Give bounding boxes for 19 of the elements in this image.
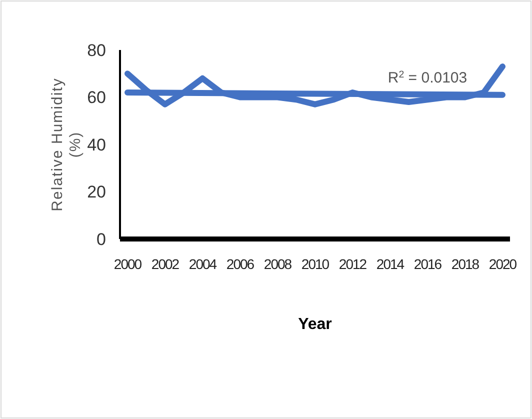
x-tick-label: 2008 — [264, 256, 292, 272]
y-tick-label: 80 — [87, 40, 106, 60]
x-tick-label: 2010 — [301, 256, 330, 272]
y-tick-label: 0 — [96, 230, 106, 249]
x-tick-label: 2018 — [451, 256, 480, 272]
x-tick-label: 2002 — [151, 256, 180, 272]
y-tick-label: 60 — [87, 88, 106, 108]
x-tick-label: 2012 — [338, 256, 368, 272]
x-axis-title: Year — [298, 316, 332, 333]
x-tick-label: 2020 — [488, 256, 518, 272]
x-tick-label: 2006 — [226, 256, 255, 272]
annotation: R$^{2}$ = 0.0103 — [388, 69, 468, 87]
y-axis-title: Relative Humidity (%) — [49, 78, 84, 212]
y-tick-label: 20 — [87, 182, 106, 202]
x-tick-label: 2004 — [188, 256, 218, 272]
x-tick-label: 2014 — [376, 256, 405, 272]
x-tick-label: 2016 — [414, 256, 442, 272]
y-tick-label: 40 — [87, 135, 106, 154]
x-tick-label: 2000 — [114, 256, 142, 272]
